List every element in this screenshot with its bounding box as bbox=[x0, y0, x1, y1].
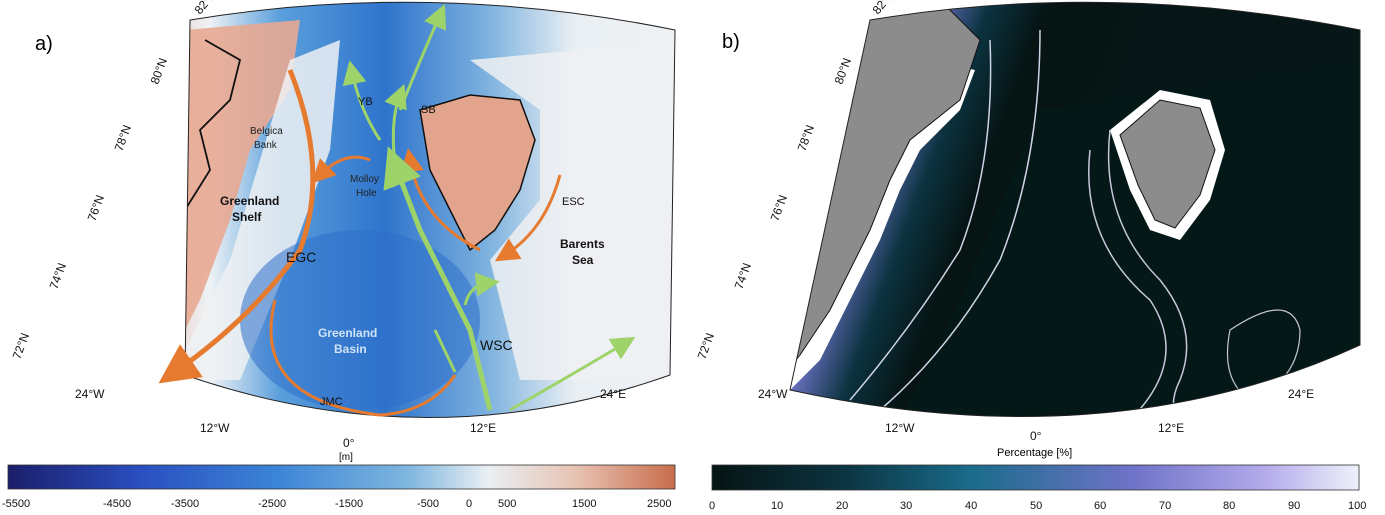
lon-label-24e: 24°E bbox=[600, 387, 626, 401]
north-branch-arrow bbox=[398, 4, 447, 111]
depth-contour-5 bbox=[1227, 309, 1301, 401]
colorbar-a-tick-m2500: -2500 bbox=[258, 498, 286, 510]
svalbard-land bbox=[419, 94, 536, 252]
greenland-shelf-label-line2: Shelf bbox=[232, 210, 262, 224]
colorbar-b-tick-10: 10 bbox=[771, 500, 783, 512]
b-lon-label-12e: 12°E bbox=[1158, 421, 1184, 435]
colorbar-b-tick-50: 50 bbox=[1030, 500, 1042, 512]
b-lat-label-82n: 82°N bbox=[870, 0, 898, 17]
yb-branch-arrow bbox=[342, 60, 382, 141]
colorbar-a-tick-1500: 1500 bbox=[572, 498, 596, 510]
greenland-shelf bbox=[185, 40, 340, 380]
lon-label-12w: 12°W bbox=[200, 421, 230, 435]
greenland-shelf-label-line1: Greenland bbox=[220, 194, 279, 208]
colorbar-b-tick-20: 20 bbox=[836, 500, 848, 512]
lat-label-72n: 72°N bbox=[10, 331, 32, 361]
egc-current-arrow bbox=[158, 69, 316, 384]
colorbar-a-tick-2500: 2500 bbox=[647, 498, 671, 510]
barents-label-line2: Sea bbox=[572, 253, 594, 267]
esc-current-arrow bbox=[494, 174, 562, 262]
depth-contour-4 bbox=[1088, 149, 1167, 417]
greenland-land-grey bbox=[790, 2, 981, 381]
colorbar-b-tick-0: 0 bbox=[709, 500, 715, 512]
colorbar-a bbox=[7, 464, 676, 490]
b-lat-label-72n: 72°N bbox=[695, 331, 717, 361]
panel-b-map: b) 82°N 80°N 78°N 76°N 74°N 72°N 24°W 12… bbox=[695, 0, 1367, 512]
b-lon-label-12w: 12°W bbox=[885, 421, 915, 435]
wsc-current-arrow bbox=[383, 146, 493, 411]
b-lon-label-0: 0° bbox=[1030, 429, 1042, 443]
colorbar-a-tick-m3500: -3500 bbox=[171, 498, 199, 510]
b-lat-label-76n: 76°N bbox=[768, 193, 790, 223]
colorbar-b-tick-70: 70 bbox=[1159, 500, 1171, 512]
esc-label: ESC bbox=[562, 196, 585, 208]
panel-a-letter: a) bbox=[35, 33, 53, 55]
lat-label-80n: 80°N bbox=[148, 56, 170, 86]
colorbar-a-tick-m1500: -1500 bbox=[335, 498, 363, 510]
colorbar-a-tick-m4500: -4500 bbox=[103, 498, 131, 510]
belgica-label-line2: Bank bbox=[254, 140, 278, 151]
svalbard-land-grey bbox=[1119, 99, 1216, 229]
wsc-label: WSC bbox=[480, 337, 513, 353]
colorbar-a-tick-500: 500 bbox=[498, 498, 516, 510]
colorbar-a-tick-m500: -500 bbox=[417, 498, 439, 510]
lat-label-82n: 82°N bbox=[192, 0, 220, 17]
colorbar-b-tick-60: 60 bbox=[1094, 500, 1106, 512]
barents-branch-arrow bbox=[463, 272, 500, 306]
barents-label-line1: Barents bbox=[560, 237, 605, 251]
molloy-label-line1: Molloy bbox=[350, 174, 379, 185]
panel-a-frame bbox=[184, 1, 676, 418]
sb-branch-arrow bbox=[384, 83, 407, 166]
colorbar-b-tick-90: 90 bbox=[1288, 500, 1300, 512]
belgica-label-line1: Belgica bbox=[250, 126, 283, 137]
jmc-current-arrow bbox=[269, 299, 457, 417]
greenland-basin-label-line1: Greenland bbox=[318, 326, 377, 340]
greenland-coastline bbox=[185, 39, 242, 371]
depth-contour-2 bbox=[879, 29, 1041, 411]
greenland-basin-label-line2: Basin bbox=[334, 342, 367, 356]
egc-label: EGC bbox=[286, 249, 316, 265]
lat-label-78n: 78°N bbox=[112, 123, 134, 153]
lon-label-24w: 24°W bbox=[75, 387, 105, 401]
colorbar-b-tick-80: 80 bbox=[1223, 500, 1235, 512]
b-lat-label-80n: 80°N bbox=[832, 56, 854, 86]
lon-label-0: 0° bbox=[343, 436, 355, 450]
b-lat-label-78n: 78°N bbox=[795, 123, 817, 153]
sb-label: SB bbox=[421, 104, 436, 116]
colorbar-a-unit: [m] bbox=[339, 452, 353, 463]
colorbar-b-tick-40: 40 bbox=[965, 500, 977, 512]
colorbar-a-tick-m5500: -5500 bbox=[2, 498, 30, 510]
lon-label-12e: 12°E bbox=[470, 421, 496, 435]
greenland-basin-depth bbox=[240, 230, 480, 410]
colorbar-a-tick-0: 0 bbox=[466, 498, 472, 510]
yb-label: YB bbox=[358, 96, 373, 108]
molloy-label-line2: Hole bbox=[356, 188, 377, 199]
b-lat-label-74n: 74°N bbox=[732, 261, 754, 291]
greenland-land bbox=[185, 20, 300, 380]
panel-b-letter: b) bbox=[722, 31, 740, 53]
jmc-label: JMC bbox=[320, 396, 343, 408]
b-lon-label-24w: 24°W bbox=[758, 387, 788, 401]
molloy-recirculation-arrow bbox=[311, 155, 371, 184]
eastern-inflow-arrow bbox=[509, 336, 636, 412]
lat-label-76n: 76°N bbox=[85, 193, 107, 223]
colorbar-b-label: Percentage [%] bbox=[997, 447, 1072, 459]
colorbar-b bbox=[711, 464, 1360, 491]
lat-label-74n: 74°N bbox=[47, 261, 69, 291]
depth-contour-1 bbox=[849, 39, 992, 401]
barents-shelf bbox=[470, 40, 675, 380]
colorbar-b-tick-100: 100 bbox=[1348, 500, 1366, 512]
panel-b-frame bbox=[789, 1, 1361, 417]
b-lon-label-24e: 24°E bbox=[1288, 387, 1314, 401]
jmc-green-link bbox=[433, 329, 457, 373]
colorbar-b-tick-30: 30 bbox=[900, 500, 912, 512]
panel-a-map: a) 82°N 80°N 78°N 76°N 74°N 72°N 24°W 12… bbox=[2, 0, 676, 510]
